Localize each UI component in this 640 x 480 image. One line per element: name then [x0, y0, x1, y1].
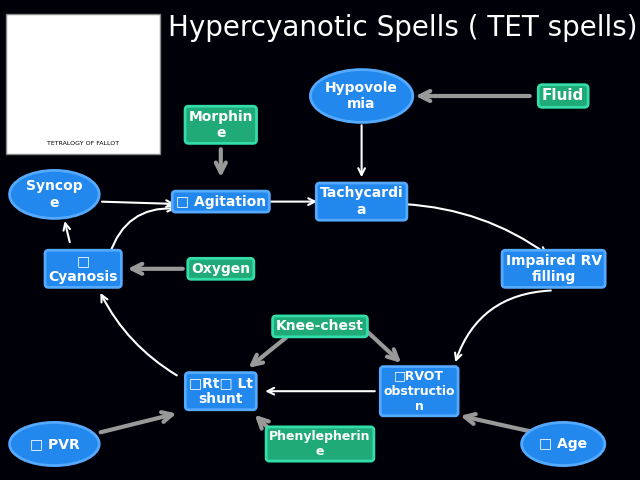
- Text: Impaired RV
filling: Impaired RV filling: [506, 254, 602, 284]
- Text: Hypercyanotic Spells ( TET spells): Hypercyanotic Spells ( TET spells): [168, 14, 638, 42]
- Text: □Rt□ Lt
shunt: □Rt□ Lt shunt: [189, 376, 253, 406]
- Text: Knee-chest: Knee-chest: [276, 319, 364, 334]
- Text: Morphin
e: Morphin e: [189, 110, 253, 140]
- Text: Oxygen: Oxygen: [191, 262, 250, 276]
- Text: Syncop
e: Syncop e: [26, 180, 83, 209]
- Ellipse shape: [10, 422, 99, 466]
- Text: Phenylepherin
e: Phenylepherin e: [269, 430, 371, 458]
- Text: □RVOT
obstructio
n: □RVOT obstructio n: [383, 370, 455, 413]
- Ellipse shape: [10, 170, 99, 218]
- Ellipse shape: [310, 70, 413, 122]
- Text: Tachycardi
a: Tachycardi a: [320, 187, 403, 216]
- Text: Hypovole
mia: Hypovole mia: [325, 81, 398, 111]
- Text: TETRALOGY OF FALLOT: TETRALOGY OF FALLOT: [47, 142, 119, 146]
- Text: □ Agitation: □ Agitation: [176, 194, 266, 209]
- Text: □ Age: □ Age: [539, 437, 588, 451]
- Text: Fluid: Fluid: [542, 88, 584, 104]
- Text: □ PVR: □ PVR: [29, 437, 79, 451]
- FancyBboxPatch shape: [6, 14, 160, 154]
- Ellipse shape: [522, 422, 605, 466]
- Text: □
Cyanosis: □ Cyanosis: [49, 254, 118, 284]
